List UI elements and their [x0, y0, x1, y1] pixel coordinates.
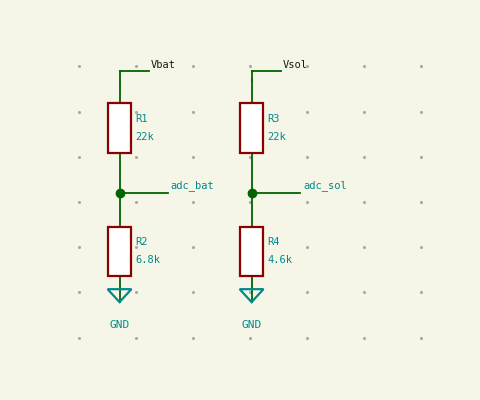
- Text: 4.6k: 4.6k: [267, 255, 292, 265]
- Text: 6.8k: 6.8k: [135, 255, 160, 265]
- Text: R1: R1: [135, 114, 148, 124]
- Text: adc_sol: adc_sol: [303, 180, 347, 191]
- Bar: [240, 227, 263, 276]
- Text: 22k: 22k: [135, 132, 154, 142]
- Bar: [240, 104, 263, 153]
- Text: GND: GND: [241, 320, 262, 330]
- Text: 22k: 22k: [267, 132, 286, 142]
- Text: R3: R3: [267, 114, 280, 124]
- Text: R2: R2: [135, 238, 148, 248]
- Text: GND: GND: [109, 320, 130, 330]
- Bar: [108, 227, 131, 276]
- Text: adc_bat: adc_bat: [171, 180, 215, 191]
- Bar: [108, 104, 131, 153]
- Text: Vbat: Vbat: [150, 60, 175, 70]
- Text: R4: R4: [267, 238, 280, 248]
- Text: Vsol: Vsol: [282, 60, 308, 70]
